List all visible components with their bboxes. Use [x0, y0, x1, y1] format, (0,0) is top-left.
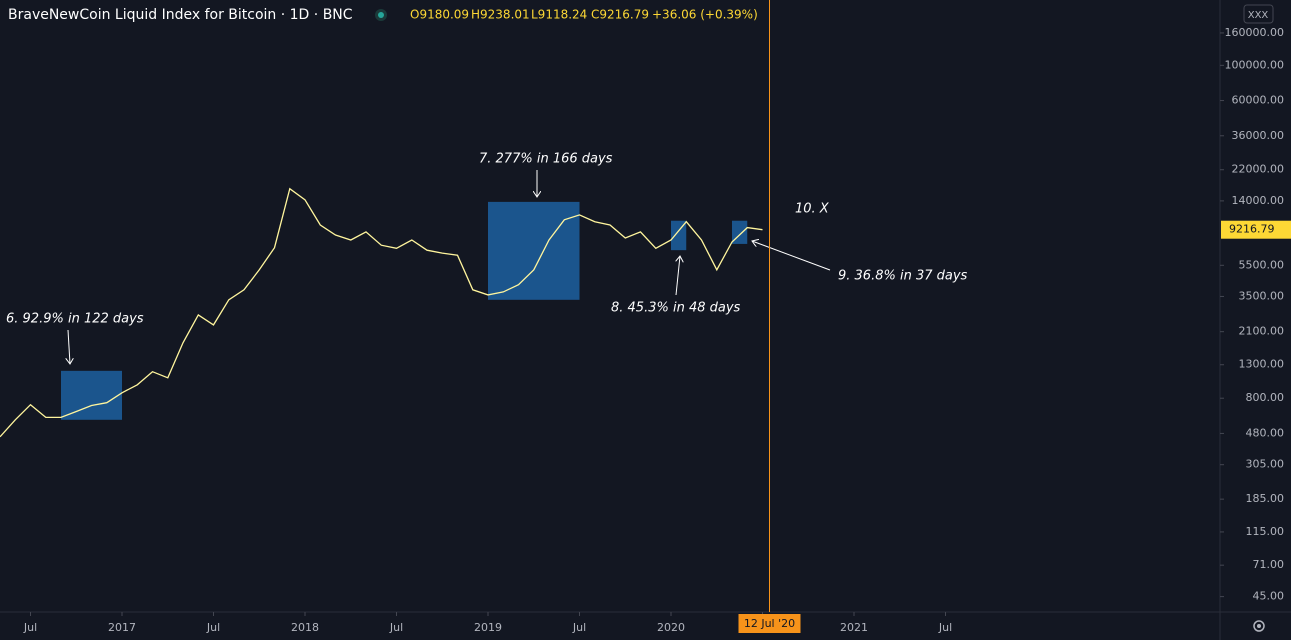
x-tick-label: Jul	[572, 621, 586, 634]
y-tick-label: 305.00	[1246, 458, 1285, 471]
y-tick-label: 2100.00	[1239, 325, 1285, 338]
x-tick-label: 2018	[291, 621, 319, 634]
y-tick-label: 1300.00	[1239, 358, 1285, 371]
ohlc-value: H9238.01	[471, 8, 530, 22]
y-tick-label: 14000.00	[1232, 194, 1285, 207]
y-tick-label: 71.00	[1253, 558, 1285, 571]
y-tick-label: 185.00	[1246, 492, 1285, 505]
y-tick-label: 3500.00	[1239, 289, 1285, 302]
y-tick-label: 5500.00	[1239, 258, 1285, 271]
x-tick-label: Jul	[206, 621, 220, 634]
annotation-arrow	[676, 256, 680, 296]
annotation: 6. 92.9% in 122 days	[6, 312, 144, 327]
annotation: 8. 45.3% in 48 days	[611, 301, 741, 316]
y-tick-label: 36000.00	[1232, 129, 1285, 142]
highlight-box	[61, 370, 122, 420]
x-tick-label: Jul	[23, 621, 37, 634]
status-dot	[378, 12, 384, 18]
gear[interactable]	[1253, 620, 1265, 632]
last-price-label: 9216.79	[1229, 223, 1275, 236]
button-label[interactable]: XXX	[1248, 10, 1269, 21]
annotation: 7. 277% in 166 days	[479, 152, 613, 167]
x-tick-label: 2017	[108, 621, 136, 634]
last-price-bg	[1221, 220, 1291, 239]
annotation-arrow	[752, 241, 831, 271]
ohlc-value: L9118.24	[531, 8, 587, 22]
ohlc-value: O9180.09	[410, 8, 469, 22]
y-tick-label: 60000.00	[1232, 94, 1285, 107]
x-tick-label: 2021	[840, 621, 868, 634]
y-tick-label: 480.00	[1246, 426, 1285, 439]
y-tick-label: 800.00	[1246, 391, 1285, 404]
annotation: 10. X	[795, 202, 830, 217]
x-tick-label: Jul	[389, 621, 403, 634]
settings-icon[interactable]	[1253, 620, 1265, 632]
x-tick-label: Jul	[938, 621, 952, 634]
y-tick-label: 100000.00	[1225, 58, 1285, 71]
button[interactable]	[1243, 4, 1274, 24]
highlight-box	[488, 201, 580, 300]
y-tick-label: 115.00	[1246, 525, 1285, 538]
annotation: 9. 36.8% in 37 days	[838, 269, 968, 284]
ohlc-value: +36.06 (+0.39%)	[652, 8, 758, 22]
annotation-arrow	[68, 329, 70, 364]
x-tick-label: 2020	[657, 621, 685, 634]
price-line	[0, 187, 763, 438]
ohlc-value: C9216.79	[591, 8, 649, 22]
highlight-box	[671, 220, 687, 251]
y-tick-label: 160000.00	[1225, 26, 1285, 39]
y-tick-label: 45.00	[1253, 590, 1285, 603]
crosshair-label-bg	[738, 614, 801, 633]
gear-center[interactable]	[1257, 624, 1261, 628]
chart-title: BraveNewCoin Liquid Index for Bitcoin · …	[8, 7, 353, 23]
x-tick-label: 2019	[474, 621, 502, 634]
crosshair-label: 12 Jul '20	[744, 617, 795, 630]
y-tick-label: 22000.00	[1232, 163, 1285, 176]
